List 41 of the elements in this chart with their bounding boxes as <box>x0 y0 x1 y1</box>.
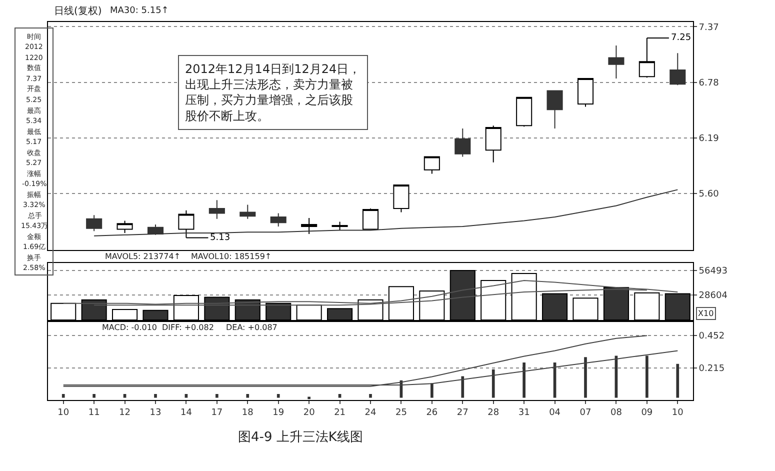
x-tick-label: 25 <box>395 408 407 418</box>
caption: 图4-9 上升三法K线图 <box>238 430 363 445</box>
text: MAVOL10: 185159↑ <box>191 252 272 261</box>
x-tick-label: 21 <box>334 408 346 418</box>
x-tick-label: 19 <box>272 408 284 418</box>
y-tick-label: 6.19 <box>698 134 720 144</box>
annotation: 7.25 <box>671 33 692 43</box>
text: X10 <box>698 309 714 318</box>
y-tick-label: 5.60 <box>698 190 720 200</box>
x-tick-label: 04 <box>549 408 561 418</box>
x-tick-label: 07 <box>580 408 592 418</box>
text: 日线(复权) <box>54 5 102 17</box>
x-tick-label: 14 <box>180 408 192 418</box>
x-tick-label: 13 <box>150 408 162 418</box>
x-tick-label: 09 <box>641 408 653 418</box>
annotation: DEA: +0.087 <box>226 323 278 332</box>
x-tick-label: 18 <box>242 408 254 418</box>
x-tick-label: 12 <box>119 408 131 418</box>
annotation: 2012年12月14日到12月24日，出现上升三法形态，卖方力量被压制，买方力量增强，之后该股股价不断上攻。 <box>185 62 361 123</box>
text: MAVOL5: 213774↑ <box>105 252 181 261</box>
y-tick-label: 0.452 <box>698 332 725 342</box>
annotation: 5.13 <box>210 233 230 243</box>
x-tick-label: 31 <box>518 408 530 418</box>
x-tick-label: 17 <box>211 408 223 418</box>
y-tick-label: 7.37 <box>698 22 719 33</box>
y-tick-label: 6.78 <box>698 78 720 88</box>
y-tick-label: 0.215 <box>698 364 725 374</box>
x-tick-label: 08 <box>610 408 622 418</box>
annotation: MACD: -0.010 <box>102 323 158 332</box>
y-tick-label: 28604 <box>698 291 728 302</box>
x-tick-label: 28 <box>488 408 500 418</box>
text: MA30: 5.15↑ <box>110 6 169 16</box>
x-tick-label: 10 <box>672 408 684 418</box>
x-tick-label: 24 <box>364 408 376 418</box>
x-tick-label: 11 <box>88 408 100 418</box>
annotation: DIFF: +0.082 <box>162 323 214 332</box>
x-tick-label: 27 <box>456 408 468 418</box>
x-tick-label: 26 <box>426 408 438 418</box>
x-tick-label: 20 <box>303 408 316 418</box>
x-tick-label: 10 <box>58 408 70 418</box>
y-tick-label: 56493 <box>698 266 728 277</box>
